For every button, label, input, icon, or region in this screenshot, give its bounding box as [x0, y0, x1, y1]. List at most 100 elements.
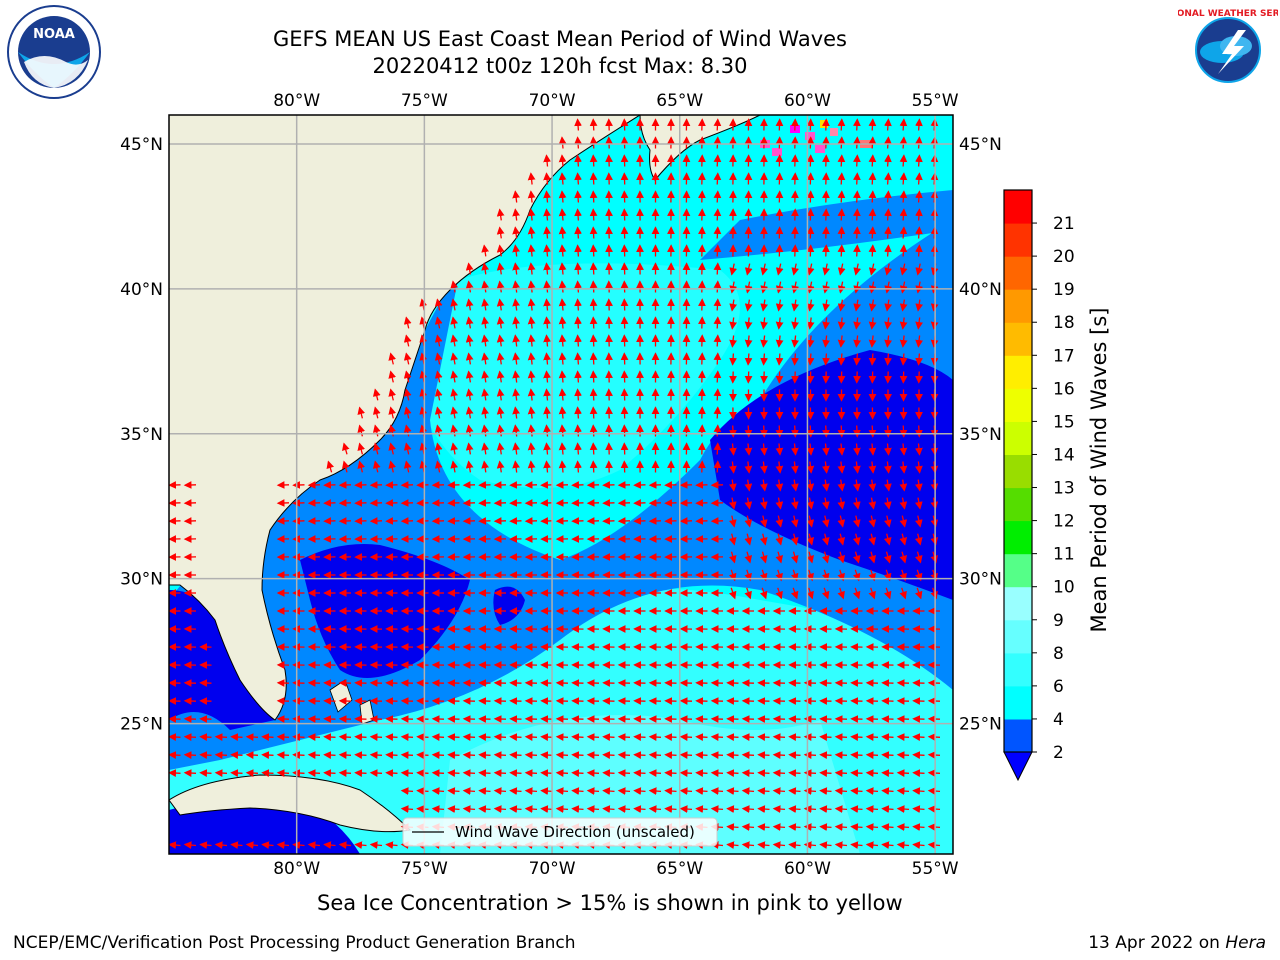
direction-arrow	[868, 443, 877, 456]
direction-arrow	[574, 262, 582, 275]
direction-arrow	[465, 406, 474, 419]
direction-arrow	[462, 733, 476, 741]
direction-arrow	[710, 733, 724, 741]
direction-arrow	[679, 769, 693, 777]
direction-arrow	[648, 805, 662, 813]
direction-arrow	[558, 388, 567, 401]
direction-arrow	[744, 461, 753, 474]
direction-arrow	[899, 479, 908, 492]
direction-arrow	[790, 497, 799, 510]
direction-arrow	[434, 442, 443, 455]
direction-arrow	[496, 316, 505, 329]
direction-arrow	[447, 787, 460, 795]
direction-arrow	[540, 769, 553, 777]
direction-arrow	[695, 805, 708, 813]
direction-arrow	[199, 769, 212, 777]
direction-arrow	[775, 335, 784, 348]
direction-arrow	[493, 769, 507, 777]
direction-arrow	[574, 406, 582, 419]
direction-arrow	[915, 208, 923, 221]
direction-arrow	[434, 352, 443, 365]
direction-arrow	[524, 805, 538, 813]
direction-arrow	[914, 587, 923, 600]
direction-arrow	[822, 299, 831, 312]
direction-arrow	[775, 353, 784, 366]
direction-arrow	[261, 841, 274, 849]
colorbar-segment	[1004, 289, 1032, 323]
direction-arrow	[772, 805, 786, 813]
direction-arrow	[543, 154, 551, 167]
direction-arrow	[543, 190, 551, 203]
direction-arrow	[338, 751, 352, 759]
direction-arrow	[496, 298, 505, 311]
direction-arrow	[850, 751, 863, 759]
direction-arrow	[183, 841, 197, 849]
direction-arrow	[881, 769, 894, 777]
direction-arrow	[450, 280, 459, 293]
direction-arrow	[803, 805, 817, 813]
direction-arrow	[883, 587, 892, 600]
direction-arrow	[540, 805, 553, 813]
direction-arrow	[729, 317, 737, 330]
direction-arrow	[558, 370, 567, 383]
direction-arrow	[790, 587, 799, 600]
direction-arrow	[214, 751, 228, 759]
direction-arrow	[834, 751, 848, 759]
direction-arrow	[199, 841, 212, 849]
direction-arrow	[775, 551, 783, 564]
lat-tick-label: 35°N	[959, 425, 1002, 445]
direction-arrow	[760, 443, 768, 456]
direction-arrow	[744, 425, 753, 438]
direction-arrow	[527, 262, 536, 275]
direction-arrow	[819, 733, 832, 741]
direction-arrow	[543, 208, 551, 221]
direction-arrow	[496, 226, 505, 239]
direction-arrow	[868, 551, 876, 564]
direction-arrow	[555, 787, 569, 795]
direction-arrow	[589, 226, 598, 239]
direction-arrow	[914, 515, 923, 528]
direction-arrow	[868, 335, 877, 348]
direction-arrow	[822, 281, 831, 294]
direction-arrow	[416, 769, 429, 777]
direction-arrow	[261, 769, 274, 777]
direction-arrow	[915, 172, 923, 185]
colorbar-segment	[1004, 421, 1032, 455]
lat-tick-label: 30°N	[120, 570, 163, 590]
colorbar-segment	[1004, 718, 1032, 753]
lon-labels-top: 80°W 75°W 70°W 65°W 60°W 55°W	[273, 91, 959, 111]
direction-arrow	[896, 823, 910, 831]
direction-arrow	[462, 769, 476, 777]
direction-arrow	[512, 442, 520, 455]
direction-arrow	[915, 154, 923, 167]
direction-arrow	[617, 769, 631, 777]
direction-arrow	[744, 497, 753, 510]
direction-arrow	[912, 751, 925, 759]
direction-arrow	[744, 317, 753, 330]
direction-arrow	[899, 587, 907, 600]
direction-arrow	[837, 244, 846, 257]
lon-tick-label: 55°W	[912, 91, 959, 111]
lat-labels-right: 45°N 40°N 35°N 30°N 25°N	[959, 135, 1002, 735]
direction-arrow	[245, 769, 259, 777]
colorbar-segment	[1004, 388, 1032, 422]
direction-arrow	[775, 281, 784, 294]
direction-arrow	[868, 226, 877, 239]
direction-arrow	[589, 442, 598, 455]
direction-arrow	[276, 733, 290, 741]
direction-arrow	[757, 751, 770, 759]
direction-arrow	[884, 335, 892, 348]
direction-arrow	[821, 587, 830, 600]
direction-arrow	[884, 136, 892, 149]
direction-arrow	[760, 461, 768, 474]
direction-arrow	[912, 805, 925, 813]
direction-arrow	[868, 353, 877, 366]
direction-arrow	[821, 515, 830, 528]
direction-arrow	[245, 733, 259, 741]
direction-arrow	[896, 733, 910, 741]
direction-arrow	[527, 424, 536, 437]
direction-arrow	[760, 425, 768, 438]
direction-arrow	[183, 733, 197, 741]
direction-arrow	[602, 805, 615, 813]
direction-arrow	[512, 208, 520, 221]
